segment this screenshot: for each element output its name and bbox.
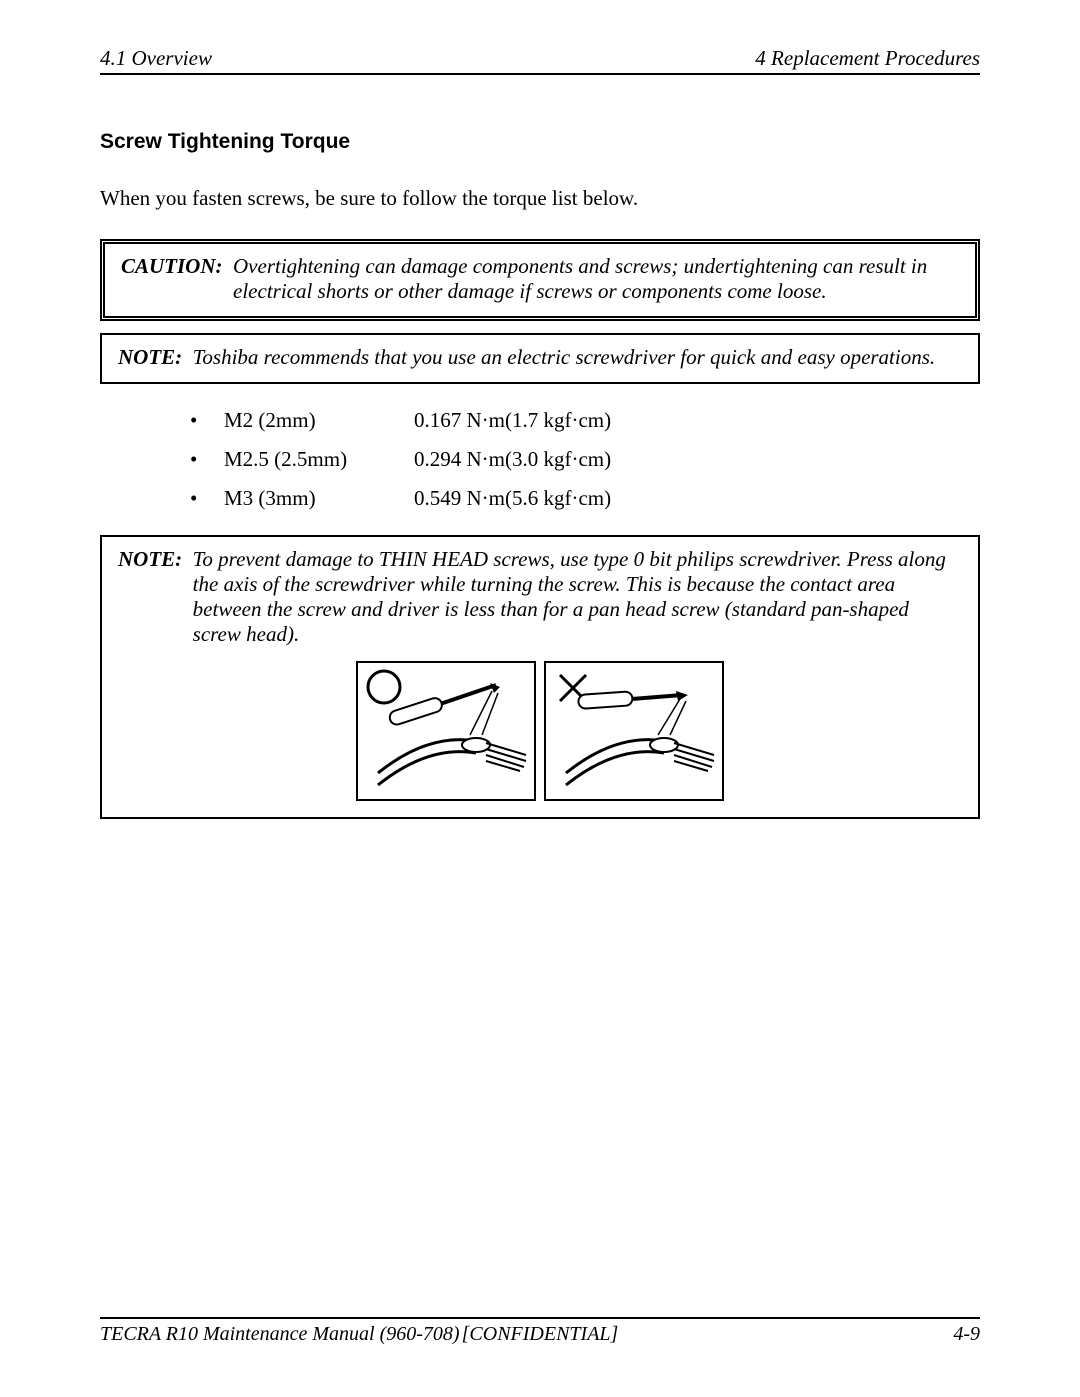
torque-value: 0.549 N·m(5.6 kgf·cm) [414, 486, 611, 511]
footer-right: 4-9 [618, 1323, 980, 1346]
note1-text: Toshiba recommends that you use an elect… [193, 345, 962, 370]
caution-label: CAUTION: [121, 254, 233, 304]
page-footer: TECRA R10 Maintenance Manual (960-708) [… [100, 1317, 980, 1346]
torque-row: • M2.5 (2.5mm) 0.294 N·m(3.0 kgf·cm) [190, 447, 980, 472]
footer-left: TECRA R10 Maintenance Manual (960-708) [100, 1323, 462, 1346]
torque-row: • M3 (3mm) 0.549 N·m(5.6 kgf·cm) [190, 486, 980, 511]
note-box-2: NOTE: To prevent damage to THIN HEAD scr… [100, 535, 980, 819]
note-box-1: NOTE: Toshiba recommends that you use an… [100, 333, 980, 384]
header-left: 4.1 Overview [100, 46, 212, 71]
header-right: 4 Replacement Procedures [755, 46, 980, 71]
note2-label: NOTE: [118, 547, 193, 647]
note2-text: To prevent damage to THIN HEAD screws, u… [193, 547, 962, 647]
bullet-icon: • [190, 486, 224, 511]
torque-value: 0.294 N·m(3.0 kgf·cm) [414, 447, 611, 472]
diagram-correct [356, 661, 536, 801]
caution-box: CAUTION: Overtightening can damage compo… [100, 239, 980, 321]
torque-list: • M2 (2mm) 0.167 N·m(1.7 kgf·cm) • M2.5 … [190, 408, 980, 511]
note1-label: NOTE: [118, 345, 193, 370]
section-title: Screw Tightening Torque [100, 130, 980, 154]
intro-paragraph: When you fasten screws, be sure to follo… [100, 186, 980, 211]
torque-row: • M2 (2mm) 0.167 N·m(1.7 kgf·cm) [190, 408, 980, 433]
footer-center: [CONFIDENTIAL] [462, 1323, 619, 1346]
diagram-incorrect-svg [546, 663, 726, 803]
caution-text: Overtightening can damage components and… [233, 254, 959, 304]
circle-icon [368, 671, 400, 703]
screw-size: M2.5 (2.5mm) [224, 447, 414, 472]
torque-value: 0.167 N·m(1.7 kgf·cm) [414, 408, 611, 433]
bullet-icon: • [190, 447, 224, 472]
diagram-row [118, 661, 962, 801]
page-frame: 4.1 Overview 4 Replacement Procedures Sc… [100, 46, 980, 1346]
screw-size: M2 (2mm) [224, 408, 414, 433]
screw-size: M3 (3mm) [224, 486, 414, 511]
diagram-incorrect [544, 661, 724, 801]
bullet-icon: • [190, 408, 224, 433]
running-header: 4.1 Overview 4 Replacement Procedures [100, 46, 980, 75]
diagram-correct-svg [358, 663, 538, 803]
